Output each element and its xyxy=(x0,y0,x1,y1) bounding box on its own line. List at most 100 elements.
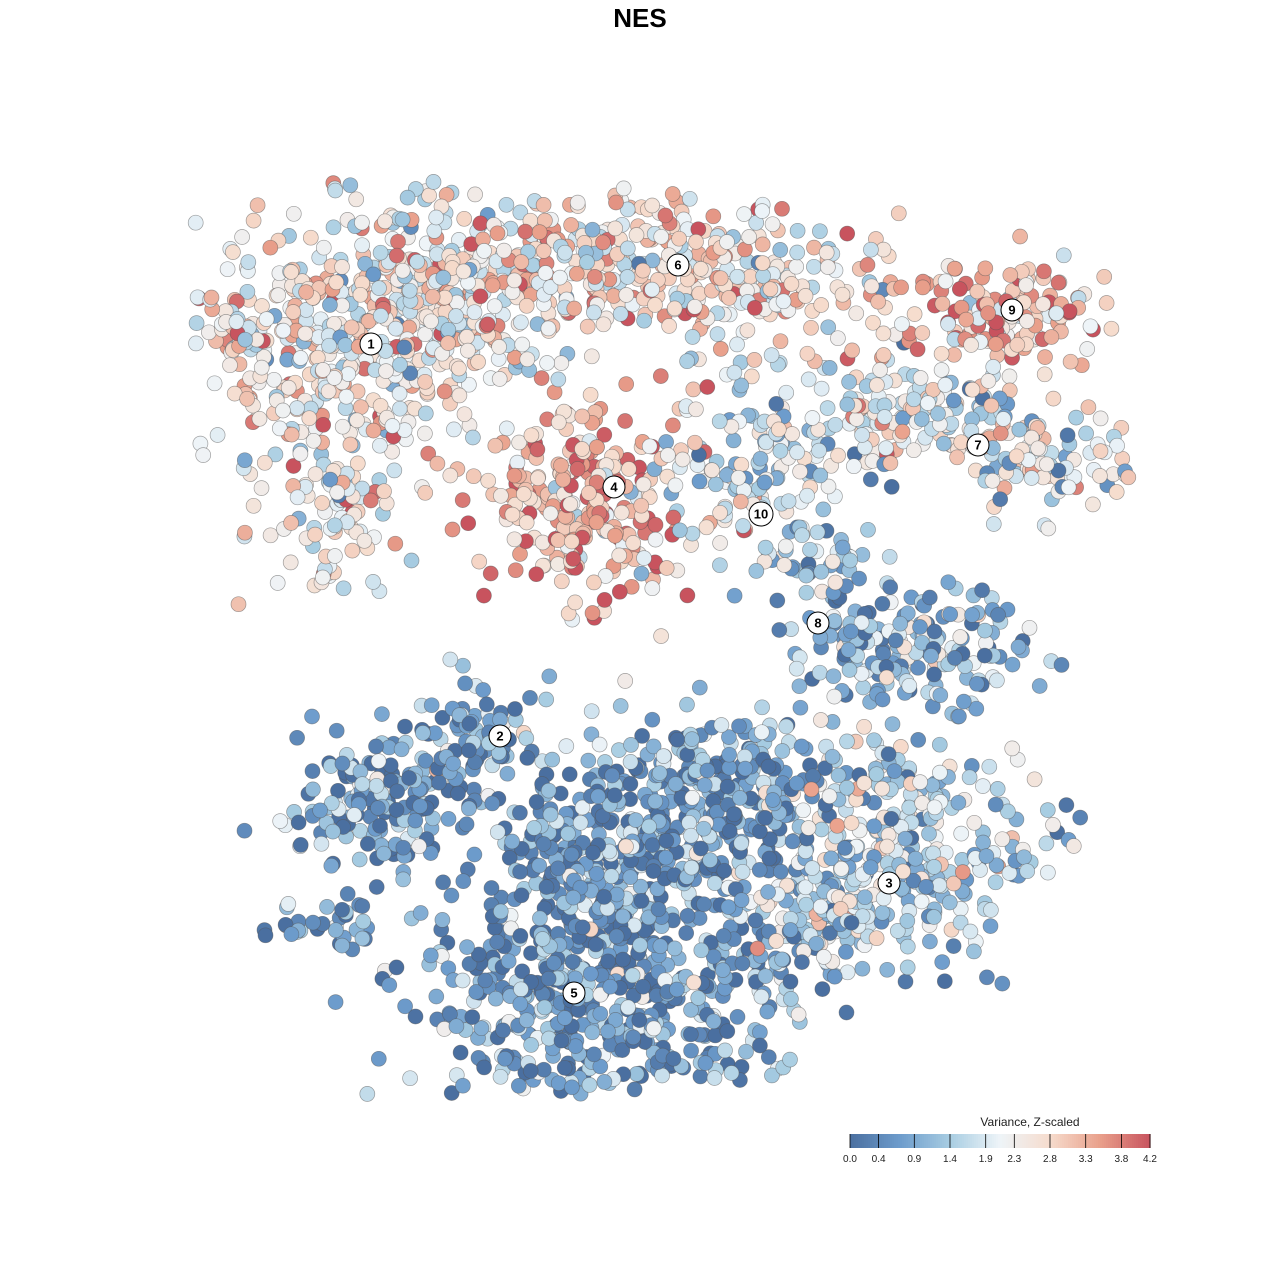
data-point xyxy=(636,312,652,329)
data-point xyxy=(327,994,344,1010)
data-point xyxy=(827,416,844,433)
legend-color-segment xyxy=(886,1134,889,1148)
data-point xyxy=(696,896,712,913)
data-point xyxy=(805,768,821,785)
data-point xyxy=(784,426,800,442)
data-point xyxy=(969,675,985,692)
data-point xyxy=(540,782,557,799)
data-point xyxy=(882,455,899,471)
cluster-label-text: 2 xyxy=(496,729,503,744)
legend-color-segment xyxy=(906,1134,909,1148)
data-point xyxy=(633,892,650,909)
legend-color-segment xyxy=(1144,1134,1147,1148)
data-point xyxy=(528,566,545,583)
data-point xyxy=(1037,349,1053,365)
legend-color-segment xyxy=(1134,1134,1137,1148)
data-point xyxy=(776,557,793,573)
data-point xyxy=(660,447,676,463)
legend-color-segment xyxy=(934,1134,937,1148)
data-point xyxy=(863,278,880,295)
data-point xyxy=(685,974,702,991)
data-point xyxy=(1019,863,1036,880)
data-point xyxy=(581,1077,598,1093)
data-point xyxy=(533,370,550,386)
data-point xyxy=(407,1008,424,1025)
legend-color-segment xyxy=(1050,1134,1053,1148)
data-point xyxy=(760,884,776,900)
data-point xyxy=(563,533,580,550)
data-point xyxy=(368,879,385,895)
data-point xyxy=(658,849,674,866)
data-point xyxy=(772,333,789,350)
data-point xyxy=(349,412,365,429)
data-point xyxy=(808,935,825,952)
data-point xyxy=(952,629,969,645)
data-point xyxy=(826,688,843,705)
legend-color-segment xyxy=(966,1134,969,1148)
chart-title: NES xyxy=(613,3,666,33)
data-point xyxy=(392,400,408,417)
data-point xyxy=(899,959,916,976)
data-point xyxy=(612,698,629,714)
data-point xyxy=(752,1037,768,1054)
data-point xyxy=(658,434,674,450)
data-point xyxy=(542,505,559,522)
data-point xyxy=(587,936,604,953)
data-point xyxy=(586,304,602,321)
data-point xyxy=(794,954,810,970)
data-point xyxy=(509,454,526,471)
legend-color-segment xyxy=(930,1134,933,1148)
data-point xyxy=(854,960,871,977)
legend-color-segment xyxy=(1030,1134,1033,1148)
data-point xyxy=(922,933,938,950)
data-point xyxy=(918,878,934,895)
data-point xyxy=(435,874,451,891)
data-point xyxy=(976,647,993,664)
data-point xyxy=(519,351,536,368)
cluster-label-text: 7 xyxy=(974,438,981,453)
legend-color-segment xyxy=(960,1134,963,1148)
legend-color-segment xyxy=(1118,1134,1121,1148)
data-point xyxy=(909,341,926,358)
data-point xyxy=(434,912,451,928)
data-point xyxy=(323,795,340,812)
data-point xyxy=(1078,425,1094,442)
data-point xyxy=(619,240,636,257)
data-point xyxy=(692,840,709,857)
data-point xyxy=(868,766,885,783)
legend-color-segment xyxy=(1024,1134,1027,1148)
data-point xyxy=(436,383,453,400)
data-point xyxy=(1045,817,1061,833)
data-point xyxy=(484,277,501,294)
legend-color-segment xyxy=(950,1134,953,1148)
data-point xyxy=(1012,228,1028,245)
data-point xyxy=(966,814,983,831)
data-point xyxy=(487,437,504,454)
data-point xyxy=(771,622,788,638)
data-point xyxy=(1085,496,1101,513)
data-point xyxy=(289,400,305,416)
legend-color-segment xyxy=(888,1134,891,1148)
data-point xyxy=(403,552,420,569)
data-point xyxy=(423,313,439,330)
data-point xyxy=(477,972,494,989)
data-point xyxy=(658,560,675,576)
data-point xyxy=(464,1009,481,1025)
data-point xyxy=(746,300,763,316)
data-point xyxy=(843,623,859,640)
legend-color-segment xyxy=(850,1134,853,1148)
data-point xyxy=(608,928,625,945)
data-point xyxy=(518,730,535,747)
legend-color-segment xyxy=(852,1134,855,1148)
data-point xyxy=(1108,484,1125,500)
data-point xyxy=(704,462,720,479)
legend-color-segment xyxy=(872,1134,875,1148)
data-point xyxy=(705,948,722,965)
data-point xyxy=(733,456,750,473)
data-point xyxy=(417,326,433,343)
data-point xyxy=(652,938,669,955)
data-point xyxy=(942,606,959,623)
data-point xyxy=(884,716,901,732)
data-point xyxy=(377,213,393,230)
legend-color-segment xyxy=(858,1134,861,1148)
